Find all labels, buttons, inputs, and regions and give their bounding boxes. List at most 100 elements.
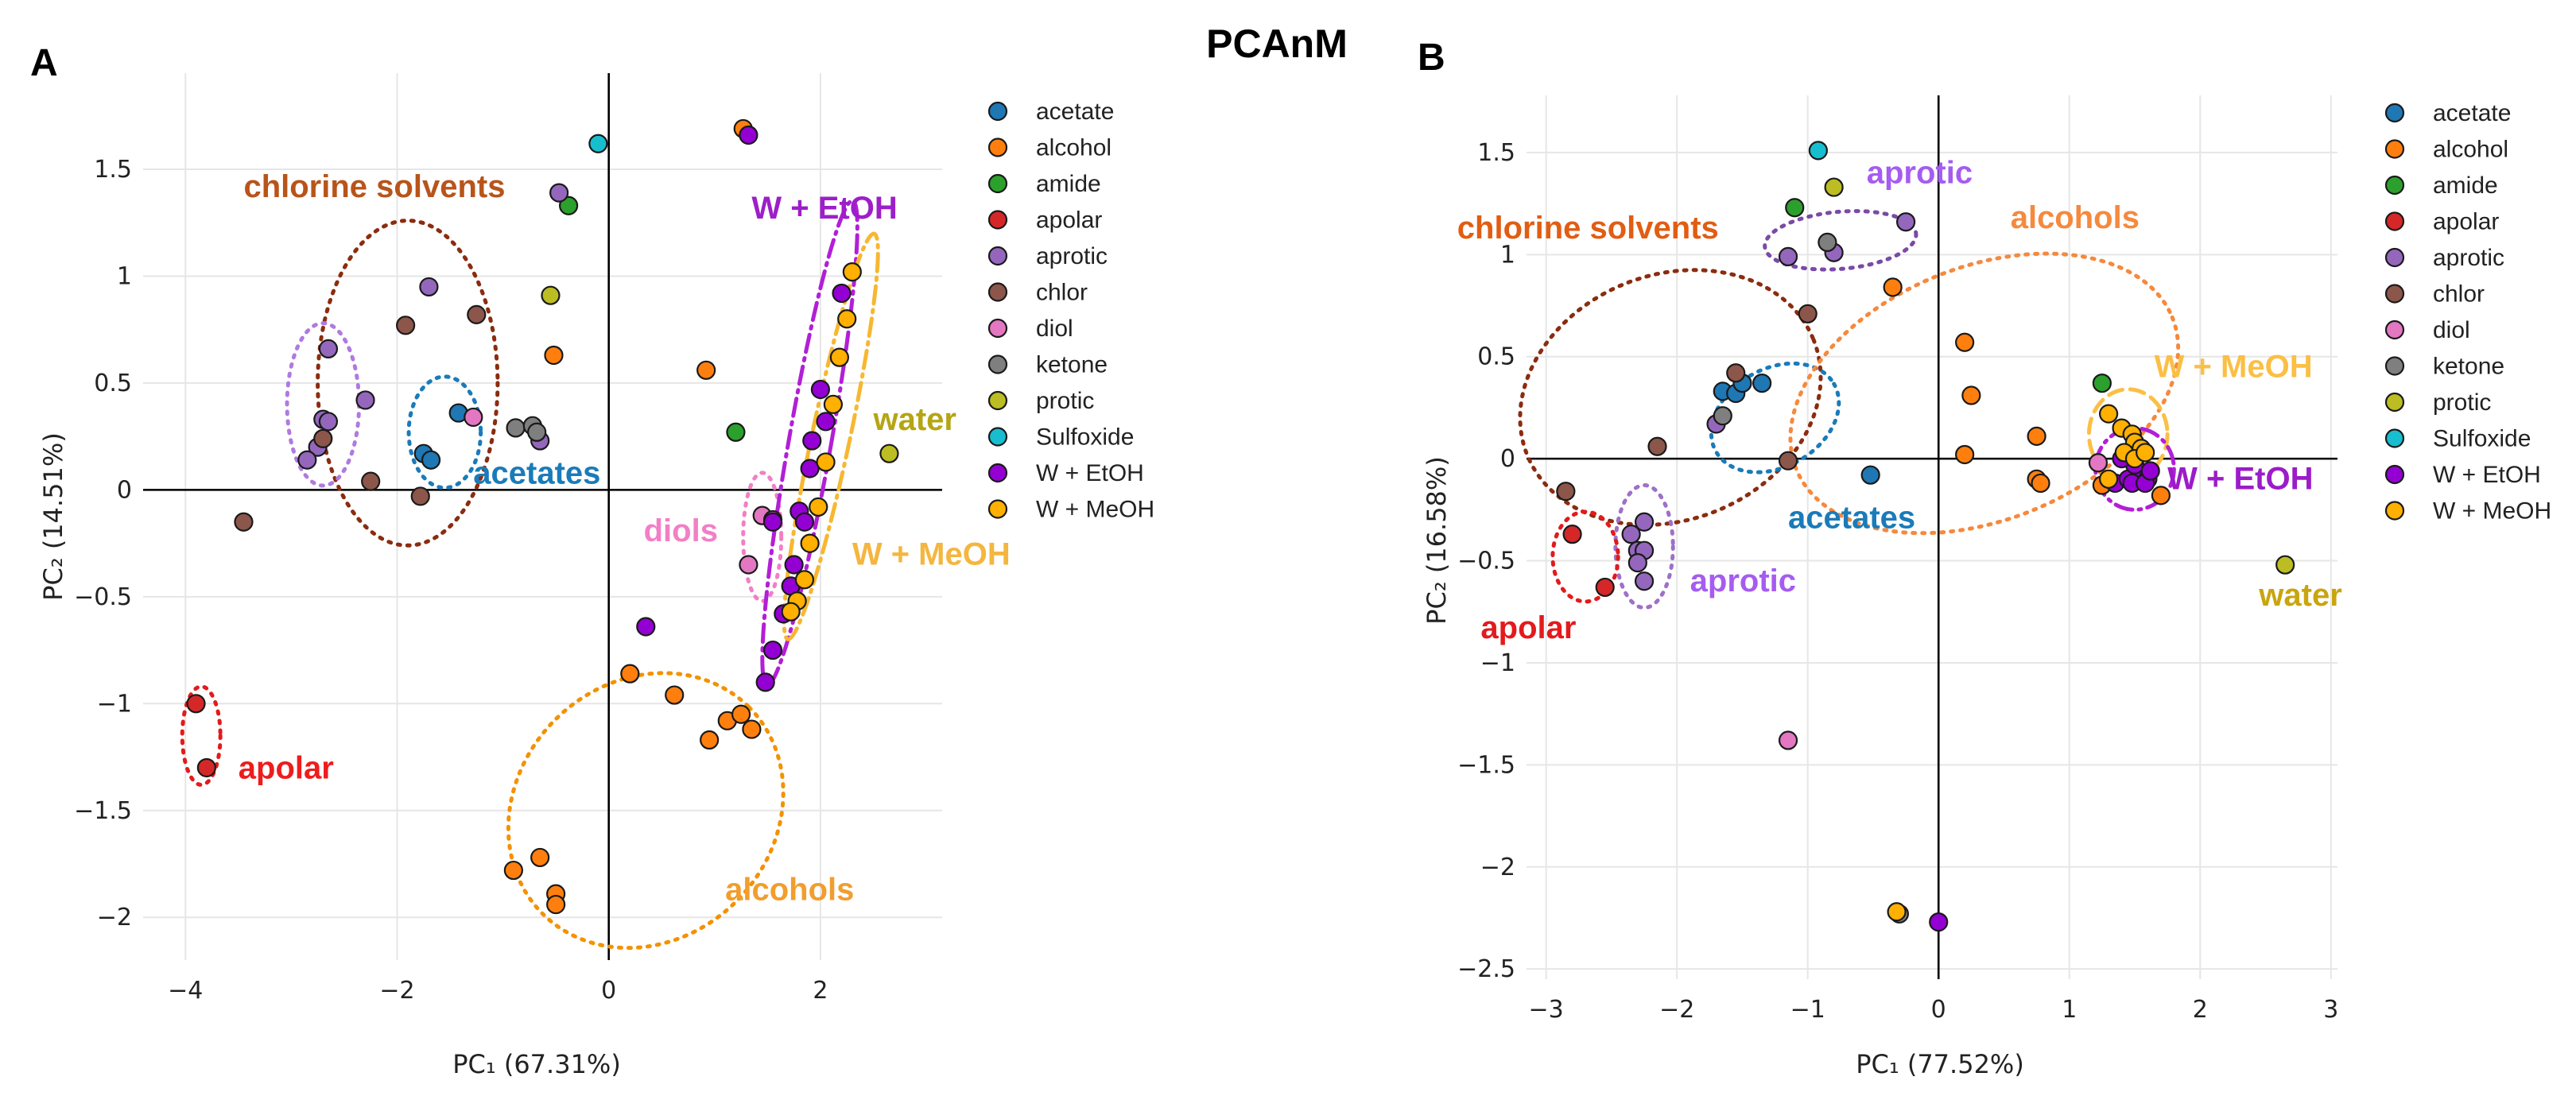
data-point <box>2027 426 2046 446</box>
data-point <box>2031 473 2050 494</box>
data-point <box>297 450 317 470</box>
y-tick-label: −1 <box>1480 649 1515 677</box>
group-annotation: acetates <box>473 455 600 490</box>
data-point <box>810 379 831 400</box>
legend-label: amide <box>2433 172 2498 199</box>
group-ellipse <box>506 671 786 951</box>
data-point <box>421 450 441 470</box>
data-point <box>739 125 758 145</box>
data-point <box>1860 465 1880 485</box>
group-annotation: aprotic <box>1690 563 1796 598</box>
data-point <box>879 443 899 463</box>
group-annotation: W + EtOH <box>2167 462 2313 497</box>
data-point <box>781 602 801 622</box>
legend-label: protic <box>2433 389 2491 416</box>
legend-marker <box>987 210 1008 230</box>
data-point <box>1887 902 1907 922</box>
group-annotation: apolar <box>1480 610 1576 645</box>
data-point <box>2140 461 2160 481</box>
data-point <box>1621 525 1641 544</box>
data-point <box>731 704 751 724</box>
data-point <box>1883 277 1903 297</box>
data-point <box>1895 212 1916 232</box>
data-point <box>829 347 849 367</box>
data-point <box>544 345 564 366</box>
y-tick-label: 0 <box>1500 445 1515 473</box>
legend-marker <box>2384 103 2405 123</box>
y-tick-label: −2.5 <box>1457 955 1515 983</box>
legend-label: acetate <box>1036 99 1114 125</box>
group-annotation: chlorine solvents <box>243 169 505 204</box>
group-ellipse <box>782 231 880 641</box>
legend-marker <box>2384 247 2405 268</box>
data-point <box>823 394 843 414</box>
data-point <box>636 617 656 637</box>
data-point <box>700 730 720 750</box>
group-ellipse <box>760 199 859 687</box>
legend-marker <box>2384 464 2405 485</box>
data-point <box>503 860 523 881</box>
data-point <box>1818 232 1837 253</box>
data-point <box>742 719 762 739</box>
y-tick-label: 1 <box>117 262 132 290</box>
x-tick-label: 3 <box>2323 996 2338 1024</box>
data-point <box>1961 385 1981 405</box>
data-point <box>196 757 216 778</box>
legend-marker <box>2384 428 2405 448</box>
group-ellipse <box>1550 509 1620 604</box>
data-point <box>1778 451 1798 471</box>
data-point <box>832 283 852 304</box>
data-point <box>1798 304 1818 323</box>
data-point <box>800 459 820 478</box>
y-tick-label: −1.5 <box>74 797 132 825</box>
y-tick-label: 1.5 <box>94 156 132 184</box>
legend-label: aprotic <box>1036 243 1108 269</box>
group-annotation: diols <box>644 513 718 548</box>
data-point <box>1785 198 1805 218</box>
data-point <box>588 134 608 153</box>
legend-marker <box>987 282 1008 302</box>
data-point <box>1556 482 1576 502</box>
data-point <box>2136 443 2155 463</box>
data-point <box>1562 525 1582 544</box>
legend-label: ketone <box>1036 352 1108 378</box>
x-tick-label: −3 <box>1529 996 1564 1024</box>
group-ellipse <box>1613 483 1675 610</box>
y-tick-label: −1.5 <box>1457 751 1515 779</box>
data-point <box>506 418 526 438</box>
legend-marker <box>987 173 1008 194</box>
legend-label: diol <box>1036 316 1073 342</box>
legend-label: chlor <box>2433 281 2485 308</box>
data-point <box>696 360 716 380</box>
data-point <box>467 304 487 324</box>
x-tick-label: 0 <box>1931 996 1946 1024</box>
data-point <box>816 452 836 472</box>
scatter-panel-B: B −3 −2 −1 0 1 2 3 1.5 1 0.5 0 −0.5 −1 −1.5 −2 −2.5 PC₁ (… <box>1418 37 2551 1079</box>
legend-label: Sulfoxide <box>1036 424 1134 451</box>
data-point <box>2098 404 2119 424</box>
data-point <box>541 285 561 305</box>
panel-label: B <box>1418 37 1445 79</box>
legend-marker <box>2384 211 2405 231</box>
y-axis-title: PC₂ (16.58%) <box>1422 456 1452 625</box>
legend-label: alcohol <box>1036 135 1111 161</box>
data-point <box>2151 486 2171 505</box>
x-tick-label: 0 <box>601 977 616 1005</box>
data-point <box>1713 406 1732 426</box>
figure-title: PCAnM <box>1206 21 1348 66</box>
y-tick-label: 0.5 <box>94 370 132 397</box>
data-point <box>530 847 550 868</box>
legend-label: W + EtOH <box>2433 462 2541 488</box>
x-tick-label: 2 <box>813 977 828 1005</box>
data-point <box>755 672 775 692</box>
legend-label: apolar <box>1036 207 1102 234</box>
legend-label: W + MeOH <box>2433 498 2551 525</box>
legend-label: W + EtOH <box>1036 460 1144 486</box>
data-point <box>419 277 439 297</box>
legend: acetate alcohol amide apolar aprotic chlor dio… <box>987 99 1154 523</box>
y-tick-label: 0 <box>117 476 132 504</box>
legend: acetate alcohol amide apolar aprotic chlor dio… <box>2384 100 2551 525</box>
legend-marker <box>987 427 1008 447</box>
data-point <box>318 339 339 359</box>
